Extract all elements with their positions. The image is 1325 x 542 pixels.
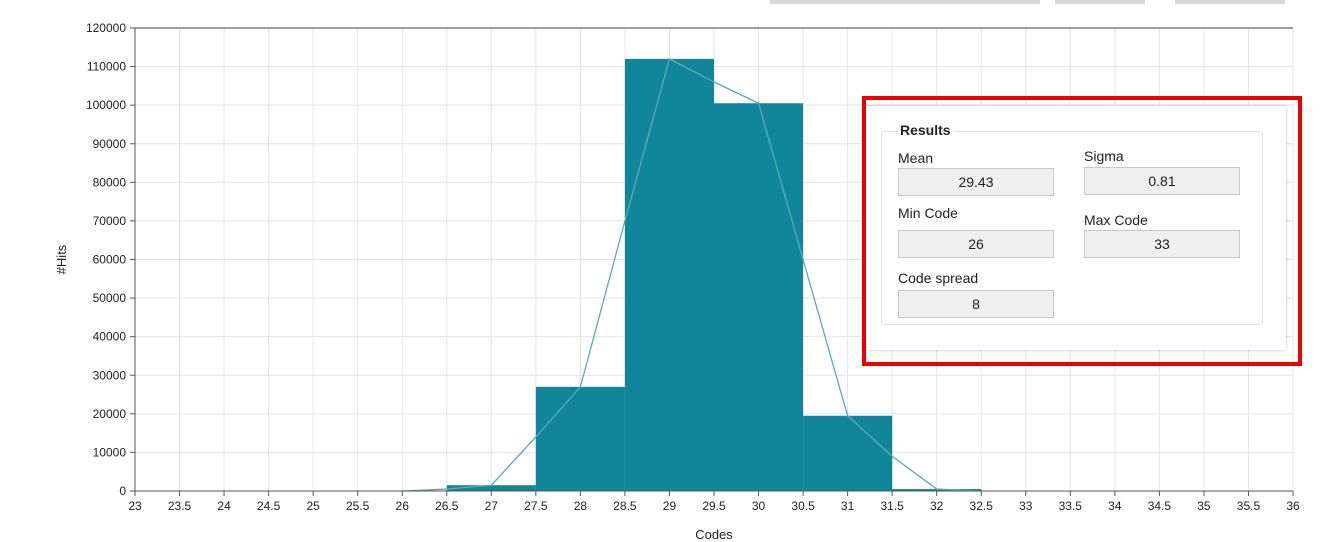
x-tick-label: 23.5 (168, 499, 192, 513)
y-axis-title: #Hits (54, 244, 69, 274)
histogram-bar (446, 485, 536, 491)
y-tick-label: 50000 (93, 291, 127, 305)
x-tick-label: 30.5 (791, 499, 815, 513)
code-spread-label: Code spread (898, 270, 979, 286)
x-axis-title: Codes (695, 527, 733, 542)
overlay-line-layer (402, 57, 982, 492)
x-tick-label: 36 (1286, 499, 1300, 513)
x-tick-label: 28.5 (613, 499, 637, 513)
mean-field: 29.43 (898, 168, 1054, 196)
x-tick-label: 31 (841, 499, 855, 513)
x-tick-label: 26 (396, 499, 410, 513)
axes: 23 23.5 24 24.5 25 25.5 26 26.5 27 27.5 28 28.5 29 29… (86, 21, 1300, 513)
y-tick-label: 40000 (93, 330, 127, 344)
x-tick-label: 34 (1108, 499, 1122, 513)
results-group (881, 131, 1263, 325)
x-tick-label: 24.5 (257, 499, 281, 513)
y-tick-label: 70000 (93, 214, 127, 228)
max-code-field: 33 (1084, 230, 1240, 258)
overlay-line (402, 57, 982, 492)
histogram-bar (535, 386, 625, 491)
histogram-bar (624, 58, 714, 491)
top-toolbar-strip (1175, 0, 1285, 4)
x-tick-label: 34.5 (1148, 499, 1172, 513)
x-tick-label: 32 (930, 499, 944, 513)
x-tick-label: 31.5 (880, 499, 904, 513)
mean-label: Mean (898, 150, 934, 166)
y-tick-label: 100000 (86, 98, 126, 112)
x-tick-label: 32.5 (970, 499, 994, 513)
x-tick-label: 29 (663, 499, 677, 513)
y-tick-label: 120000 (86, 21, 126, 35)
x-tick-label: 33.5 (1059, 499, 1083, 513)
y-tick-label: 20000 (93, 407, 127, 421)
histogram-bar (714, 103, 804, 492)
x-tick-label: 25.5 (346, 499, 370, 513)
sigma-field: 0.81 (1084, 167, 1240, 195)
x-tick-label: 26.5 (435, 499, 459, 513)
y-tick-label: 30000 (93, 368, 127, 382)
y-tick-label: 90000 (93, 137, 127, 151)
min-code-field: 26 (898, 230, 1054, 258)
top-toolbar-strip (770, 0, 1040, 4)
x-tick-label: 35 (1197, 499, 1211, 513)
histogram-bar (803, 415, 893, 491)
x-tick-label: 30 (752, 499, 766, 513)
y-tick-label: 0 (119, 484, 126, 498)
x-tick-label: 33 (1019, 499, 1033, 513)
x-tick-label: 28 (574, 499, 588, 513)
x-tick-label: 27 (485, 499, 499, 513)
x-tick-label: 35.5 (1237, 499, 1261, 513)
x-tick-label: 27.5 (524, 499, 548, 513)
y-tick-label: 60000 (93, 253, 127, 267)
histogram-bar (892, 489, 982, 491)
code-spread-field: 8 (898, 290, 1054, 318)
y-tick-label: 110000 (87, 60, 126, 74)
y-tick-label: 10000 (93, 445, 127, 459)
min-code-label: Min Code (898, 205, 958, 221)
bars (446, 58, 982, 492)
top-toolbar-strip (1055, 0, 1145, 4)
results-highlight-box (862, 96, 1302, 366)
sigma-label: Sigma (1084, 148, 1124, 164)
x-tick-label: 23 (128, 499, 142, 513)
y-tick-label: 80000 (93, 175, 127, 189)
max-code-label: Max Code (1084, 212, 1148, 228)
results-title: Results (897, 122, 954, 138)
x-tick-label: 29.5 (702, 499, 726, 513)
x-tick-label: 24 (217, 499, 231, 513)
x-tick-label: 25 (306, 499, 320, 513)
